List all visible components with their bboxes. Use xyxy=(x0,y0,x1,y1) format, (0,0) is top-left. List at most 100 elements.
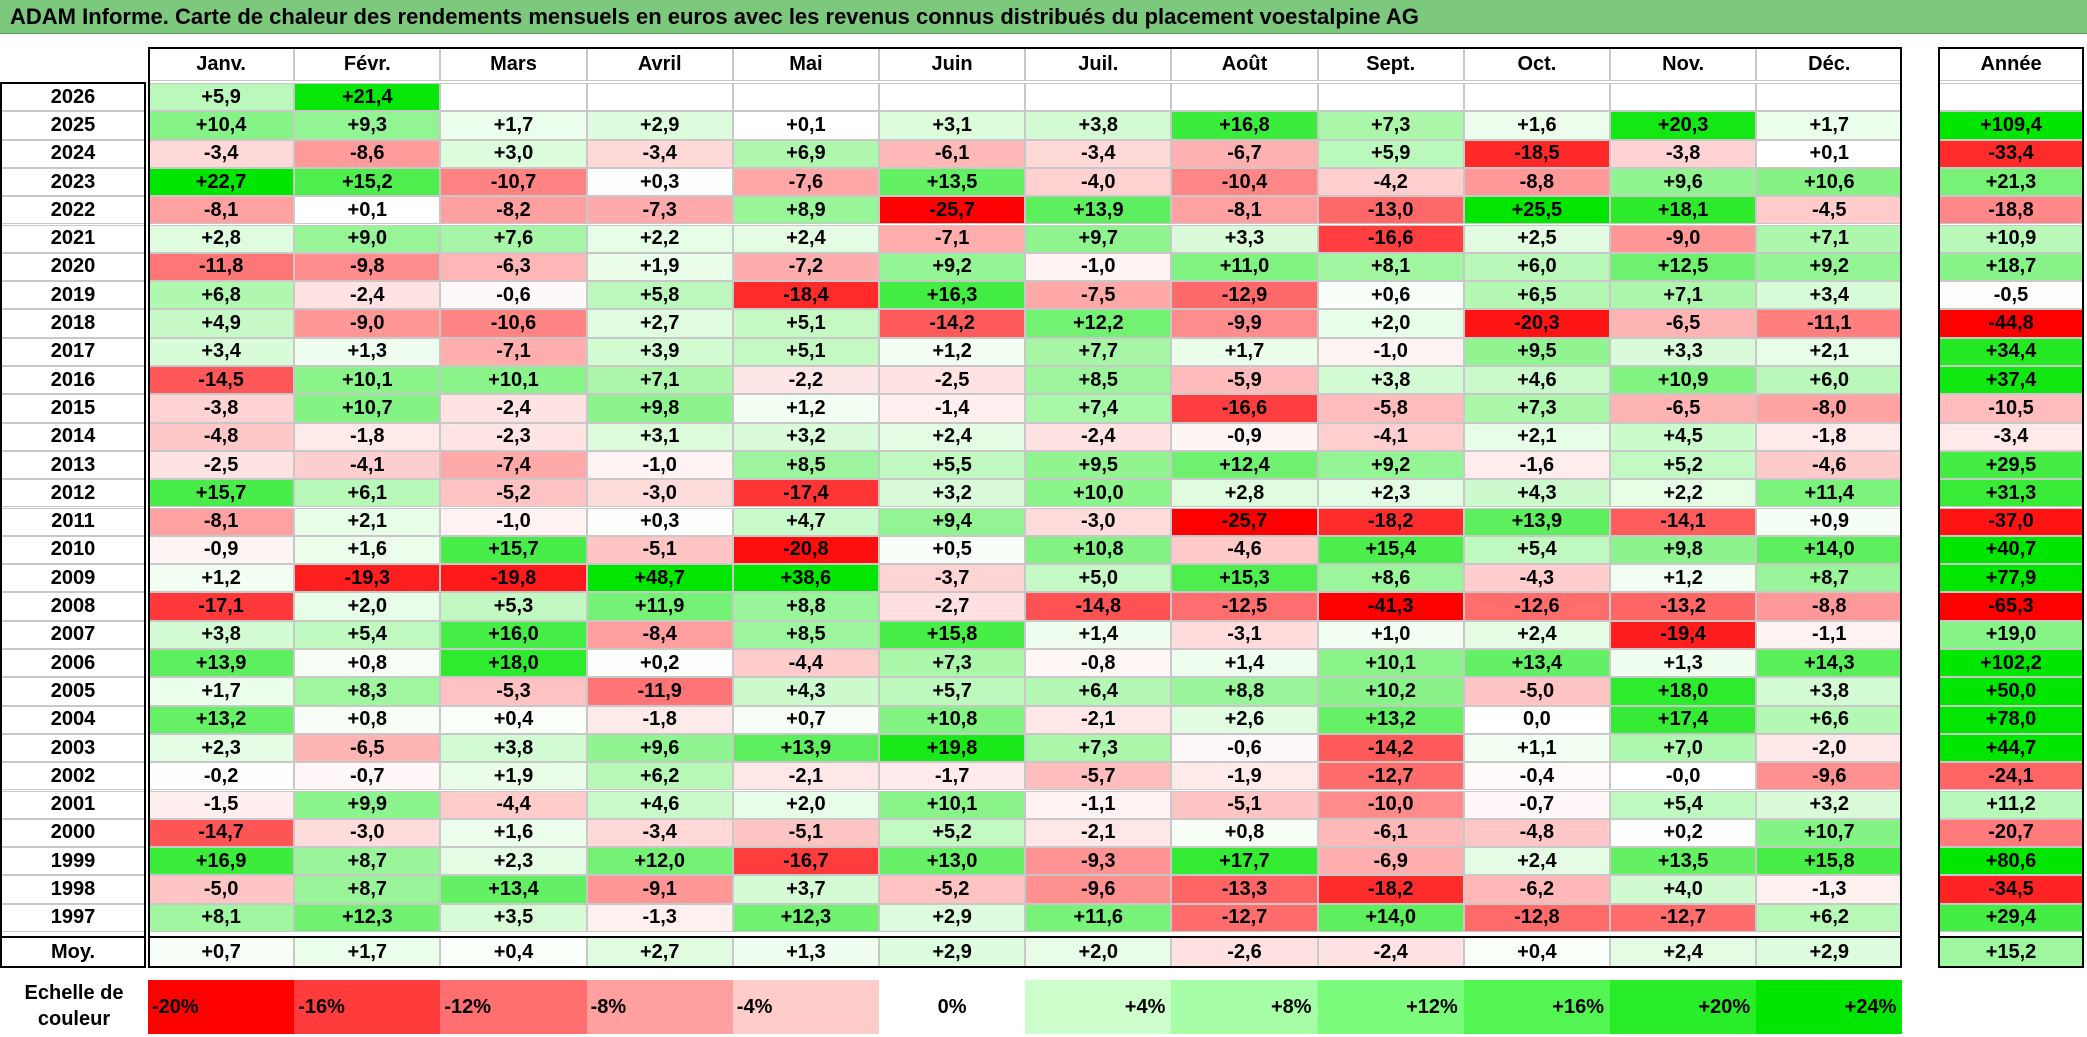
heatmap-cell: +6,0 xyxy=(1463,252,1610,282)
heatmap-cell: +1,6 xyxy=(294,535,441,565)
heatmap-cell: -13,0 xyxy=(1317,196,1464,225)
heatmap-cell: -2,4 xyxy=(1025,422,1172,451)
heatmap-cell: -1,4 xyxy=(879,394,1026,423)
heatmap-cell: +8,5 xyxy=(732,620,879,649)
heatmap-cell: +0,9 xyxy=(1756,507,1903,536)
heatmap-cell: +5,2 xyxy=(879,818,1026,848)
heatmap-cell: -4,0 xyxy=(1025,167,1172,197)
year-label: 2005 xyxy=(0,677,146,706)
average-cell: +2,4 xyxy=(1610,937,1757,968)
heatmap-cell: +0,3 xyxy=(586,167,733,197)
heatmap-cell: +9,5 xyxy=(1463,337,1610,366)
heatmap-cell: +8,3 xyxy=(294,677,441,706)
heatmap-cell: +2,4 xyxy=(732,224,879,253)
heatmap-cell: +0,4 xyxy=(440,705,587,734)
color-scale-step: +8% xyxy=(1171,980,1318,1034)
year-label: 2004 xyxy=(0,705,146,734)
column-header: Nov. xyxy=(1610,48,1757,81)
heatmap-cell: +1,1 xyxy=(1463,733,1610,763)
heatmap-cell: -5,9 xyxy=(1171,366,1318,395)
heatmap-cell: -4,3 xyxy=(1463,564,1610,593)
heatmap-cell: -17,4 xyxy=(732,479,879,508)
heatmap-cell: +4,0 xyxy=(1610,875,1757,904)
heatmap-cell: +1,2 xyxy=(732,394,879,423)
heatmap-cell: -5,2 xyxy=(879,875,1026,904)
heatmap-cell: +14,0 xyxy=(1317,903,1464,932)
heatmap-cell: +11,9 xyxy=(586,592,733,621)
heatmap-cell: -18,4 xyxy=(732,281,879,310)
heatmap-cell: +7,1 xyxy=(586,366,733,395)
heatmap-cell: -8,0 xyxy=(1756,394,1903,423)
color-scale-step: -8% xyxy=(586,980,733,1034)
heatmap-cell: +2,3 xyxy=(440,847,587,876)
heatmap-cell: +0,1 xyxy=(294,196,441,225)
year-label: 2018 xyxy=(0,309,146,338)
heatmap-cell: -9,0 xyxy=(1610,224,1757,253)
heatmap-cell: +3,9 xyxy=(586,337,733,366)
heatmap-cell: +21,4 xyxy=(294,83,441,112)
year-total-cell: -0,5 xyxy=(1938,281,2084,310)
year-total-cell: +44,7 xyxy=(1938,733,2084,763)
heatmap-cell: -0,7 xyxy=(1463,790,1610,819)
heatmap-cell: +18,0 xyxy=(1610,677,1757,706)
heatmap-cell: +0,2 xyxy=(586,649,733,678)
heatmap-cell: +48,7 xyxy=(586,564,733,593)
heatmap-cell: -5,1 xyxy=(732,818,879,848)
heatmap-cell: +7,3 xyxy=(1463,394,1610,423)
year-total-cell: +78,0 xyxy=(1938,705,2084,734)
heatmap-cell: -6,2 xyxy=(1463,875,1610,904)
heatmap-cell: +8,9 xyxy=(732,196,879,225)
heatmap-cell: -9,6 xyxy=(1025,875,1172,904)
heatmap-cell: +7,3 xyxy=(1025,733,1172,763)
heatmap-cell: -11,1 xyxy=(1756,309,1903,338)
heatmap-cell: +2,8 xyxy=(148,224,295,253)
heatmap-cell: -12,9 xyxy=(1171,281,1318,310)
heatmap-cell: -10,7 xyxy=(440,167,587,197)
heatmap-cell: +6,4 xyxy=(1025,677,1172,706)
heatmap-cell: +3,8 xyxy=(1756,677,1903,706)
heatmap-cell: -9,9 xyxy=(1171,309,1318,338)
year-label: 1997 xyxy=(0,903,146,932)
heatmap-cell: -4,1 xyxy=(294,450,441,480)
heatmap-cell: -3,0 xyxy=(294,818,441,848)
heatmap-cell: +0,6 xyxy=(1317,281,1464,310)
average-cell: +1,3 xyxy=(732,937,879,968)
heatmap-cell xyxy=(879,83,1026,112)
heatmap-cell: -18,5 xyxy=(1463,139,1610,168)
heatmap-cell: -12,7 xyxy=(1171,903,1318,932)
heatmap-cell: -2,1 xyxy=(1025,705,1172,734)
heatmap-cell: +3,1 xyxy=(586,422,733,451)
heatmap-cell: +0,3 xyxy=(586,507,733,536)
year-total-cell: -20,7 xyxy=(1938,818,2084,848)
heatmap-cell: +9,7 xyxy=(1025,224,1172,253)
heatmap-cell: +6,0 xyxy=(1756,366,1903,395)
heatmap-cell: +13,0 xyxy=(879,847,1026,876)
heatmap-cell: -16,7 xyxy=(732,847,879,876)
heatmap-cell: -20,8 xyxy=(732,535,879,565)
heatmap-cell: +8,6 xyxy=(1317,564,1464,593)
heatmap-cell: -5,8 xyxy=(1317,394,1464,423)
heatmap-cell: -8,1 xyxy=(148,196,295,225)
year-total-cell: +109,4 xyxy=(1938,111,2084,140)
heatmap-cell: -7,6 xyxy=(732,167,879,197)
heatmap-cell: -13,2 xyxy=(1610,592,1757,621)
average-cell: +2,9 xyxy=(879,937,1026,968)
heatmap-cell: -0,9 xyxy=(148,535,295,565)
heatmap-cell: -6,5 xyxy=(1610,309,1757,338)
heatmap-cell: +1,7 xyxy=(148,677,295,706)
color-scale-step: -16% xyxy=(294,980,441,1034)
heatmap-cell: -1,0 xyxy=(1317,337,1464,366)
heatmap-cell: -1,1 xyxy=(1756,620,1903,649)
heatmap-cell: +15,7 xyxy=(440,535,587,565)
year-label: 2012 xyxy=(0,479,146,508)
year-total-cell: +102,2 xyxy=(1938,649,2084,678)
year-label: 2009 xyxy=(0,564,146,593)
heatmap-cell: -7,1 xyxy=(879,224,1026,253)
heatmap-cell: +6,5 xyxy=(1463,281,1610,310)
average-separator xyxy=(1938,936,2084,938)
year-label: 2000 xyxy=(0,818,146,848)
heatmap-cell: +10,1 xyxy=(1317,649,1464,678)
color-scale-step: +24% xyxy=(1756,980,1903,1034)
heatmap-cell: +2,8 xyxy=(1171,479,1318,508)
heatmap-cell: -4,5 xyxy=(1756,196,1903,225)
